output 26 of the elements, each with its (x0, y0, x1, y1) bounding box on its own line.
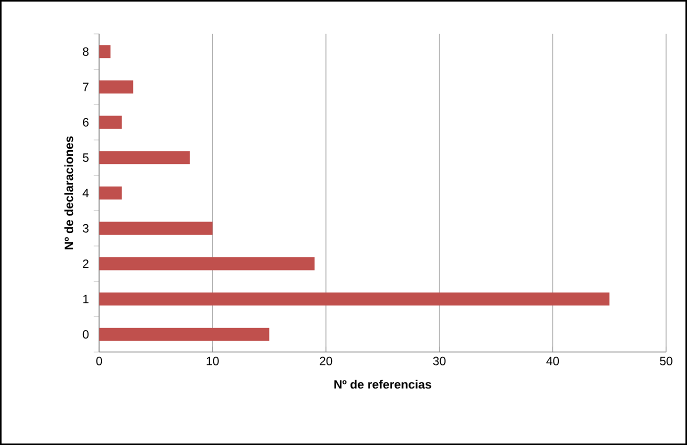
x-axis-title: Nº de referencias (334, 380, 432, 389)
bar (99, 151, 190, 164)
y-tick-label: 3 (82, 224, 89, 233)
y-tick-label: 1 (83, 294, 88, 304)
x-tick-label: 0 (96, 356, 102, 366)
y-axis-title: Nº de declaraciones (64, 136, 74, 250)
x-tick-label: 50 (660, 356, 672, 366)
x-tick-label: 30 (433, 356, 446, 366)
x-tick-label: 10 (206, 356, 219, 366)
y-tick-label: 5 (82, 153, 89, 162)
y-tick-label: 2 (82, 259, 88, 268)
bar (99, 328, 270, 341)
x-tick-label: 40 (546, 356, 559, 366)
bar (99, 222, 213, 235)
y-tick-label: 4 (82, 188, 89, 198)
bar (99, 80, 134, 94)
bar (99, 116, 122, 129)
y-tick-label: 0 (82, 330, 89, 339)
bar (99, 257, 315, 270)
bar (99, 44, 110, 58)
y-tick-label: 7 (82, 82, 88, 92)
bar (99, 292, 610, 306)
y-tick-label: 6 (82, 118, 89, 126)
bar (99, 186, 122, 200)
x-tick-label: 20 (320, 356, 332, 366)
y-tick-label: 8 (82, 47, 89, 56)
